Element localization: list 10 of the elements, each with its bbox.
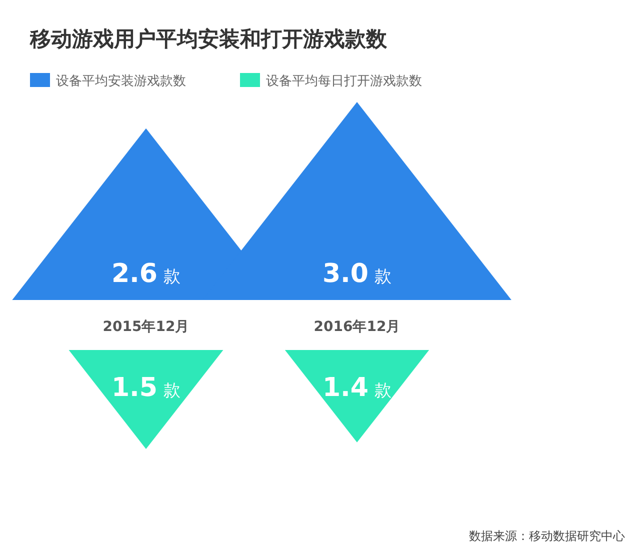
text: 移动游戏用户平均安装和打开游戏款数 bbox=[29, 27, 388, 51]
data-label: 1.5 款 bbox=[111, 373, 181, 403]
category-label: 2016年12月 bbox=[314, 319, 400, 335]
data-label: 3.0 款 bbox=[322, 259, 392, 289]
data-label: 2.6 款 bbox=[111, 259, 181, 289]
data-label: 1.4 款 bbox=[322, 373, 392, 403]
legend-label: 设备平均安装游戏款数 bbox=[56, 73, 186, 89]
source-note: 数据来源：移动数据研究中心 bbox=[469, 529, 625, 543]
category-label: 2015年12月 bbox=[102, 319, 190, 335]
legend-label: 设备平均每日打开游戏款数 bbox=[266, 74, 422, 89]
